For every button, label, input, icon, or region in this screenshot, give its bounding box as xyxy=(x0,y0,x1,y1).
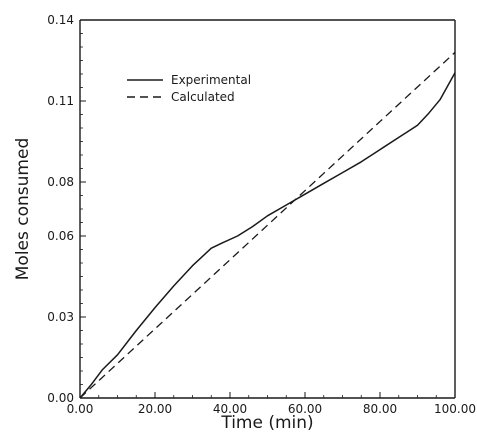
series-layer xyxy=(79,51,456,399)
y-tick-label: 0.14 xyxy=(47,13,74,27)
x-tick-label: 0.00 xyxy=(67,402,94,416)
y-tick-label: 0.11 xyxy=(47,94,74,108)
axis-ticks xyxy=(79,19,456,399)
x-tick-label: 100.00 xyxy=(434,402,476,416)
series-line-experimental xyxy=(79,72,456,399)
y-tick-label: 0.08 xyxy=(47,175,74,189)
legend-label-experimental: Experimental xyxy=(171,73,251,87)
y-tick-label: 0.06 xyxy=(47,229,74,243)
x-tick-label: 20.00 xyxy=(138,402,172,416)
x-tick-label: 40.00 xyxy=(213,402,247,416)
series-line-calculated xyxy=(79,51,456,399)
plot-area xyxy=(79,19,456,399)
y-axis-title: Moles consumed xyxy=(13,138,33,280)
y-tick-label: 0.00 xyxy=(47,391,74,405)
y-tick-label: 0.03 xyxy=(47,310,74,324)
x-axis-title: Time (min) xyxy=(220,413,313,433)
x-tick-label: 60.00 xyxy=(288,402,322,416)
x-tick-label: 80.00 xyxy=(363,402,397,416)
legend-label-calculated: Calculated xyxy=(171,90,235,104)
legend: Experimental Calculated xyxy=(127,73,251,104)
tick-labels: 0.00 20.00 40.00 60.00 80.00 100.00 0.00 0.03 0.… xyxy=(47,13,476,416)
